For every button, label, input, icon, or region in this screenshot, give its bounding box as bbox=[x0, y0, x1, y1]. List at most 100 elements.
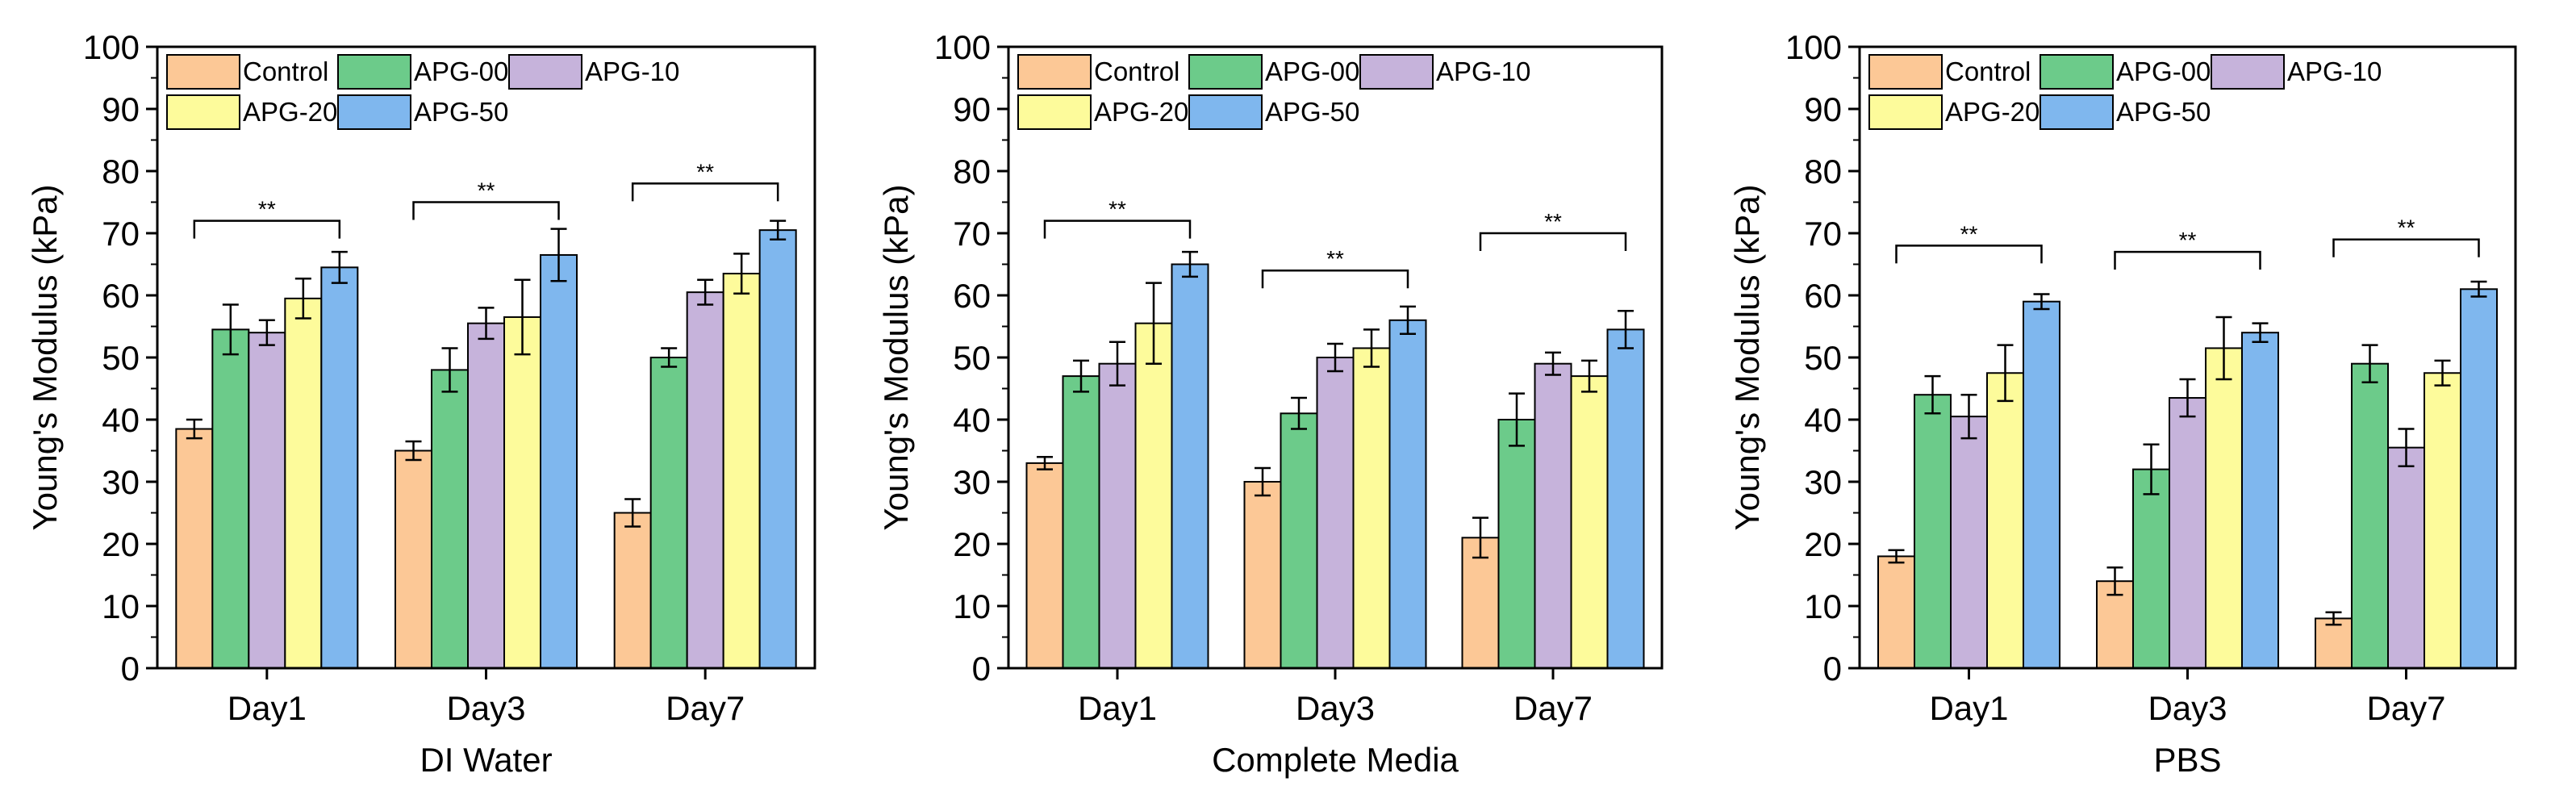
y-tick-label: 60 bbox=[102, 277, 140, 315]
bar-apg-10-day3 bbox=[1316, 357, 1355, 669]
bar-apg-50-day7 bbox=[1606, 328, 1645, 669]
legend-swatch-apg-00 bbox=[337, 54, 411, 90]
legend-label-apg-20: APG-20 bbox=[1945, 97, 2040, 127]
bar-apg-50-day7 bbox=[758, 229, 797, 669]
chart-panel-3: ** ** ** 0 10 20 30 40 50 60 70 80 90 100 Day1 Day3 Day7… bbox=[1728, 28, 2517, 779]
bar-apg-20-day7 bbox=[2424, 372, 2461, 669]
y-tick-label: 60 bbox=[953, 277, 991, 315]
bar-apg-20-day1 bbox=[284, 297, 323, 669]
y-tick-label: 90 bbox=[102, 90, 140, 128]
legend-swatch-apg-00 bbox=[2040, 54, 2114, 90]
significance-label: ** bbox=[2398, 215, 2415, 240]
significance-bracket bbox=[1261, 269, 1409, 289]
legend-swatch-apg-10 bbox=[2211, 54, 2285, 90]
legend-label-apg-20: APG-20 bbox=[1094, 97, 1188, 127]
y-tick-label: 20 bbox=[102, 525, 140, 563]
significance-bracket bbox=[1043, 219, 1192, 239]
legend-label-apg-00: APG-00 bbox=[414, 56, 508, 86]
legend-label-apg-00: APG-00 bbox=[1265, 56, 1359, 86]
significance-label: ** bbox=[1960, 221, 1978, 246]
y-axis-title: Young's Modulus (kPa) bbox=[1728, 184, 1766, 530]
bar-apg-00-day1 bbox=[1914, 394, 1952, 669]
significance-label: ** bbox=[696, 159, 714, 184]
y-tick-label: 80 bbox=[1804, 153, 1842, 190]
y-tick-label: 80 bbox=[953, 153, 991, 190]
legend-swatch-apg-50 bbox=[2040, 94, 2114, 130]
y-tick-label: 100 bbox=[934, 28, 991, 66]
bar-control-day7 bbox=[2315, 617, 2353, 670]
y-tick-label: 30 bbox=[102, 463, 140, 501]
y-tick-label: 0 bbox=[121, 650, 140, 688]
significance-label: ** bbox=[1108, 197, 1126, 222]
legend-swatch-control bbox=[166, 54, 240, 90]
bar-apg-10-day3 bbox=[2169, 397, 2207, 669]
significance-label: ** bbox=[2179, 228, 2197, 253]
bar-apg-10-day7 bbox=[1534, 362, 1572, 669]
significance-label: ** bbox=[1544, 209, 1562, 234]
bar-apg-10-day1 bbox=[1950, 416, 1988, 670]
y-tick-label: 50 bbox=[102, 339, 140, 377]
legend-label-apg-50: APG-50 bbox=[1265, 97, 1359, 127]
y-tick-label: 30 bbox=[1804, 463, 1842, 501]
bar-control-day7 bbox=[613, 512, 652, 669]
y-tick-label: 70 bbox=[953, 215, 991, 253]
legend-swatch-apg-20 bbox=[1017, 94, 1092, 130]
y-tick-label: 40 bbox=[953, 401, 991, 439]
x-tick-label: Day3 bbox=[1296, 689, 1375, 727]
y-tick-label: 10 bbox=[102, 587, 140, 625]
bar-control-day1 bbox=[175, 428, 214, 669]
significance-bracket bbox=[2114, 250, 2261, 270]
significance-bracket bbox=[1479, 232, 1627, 251]
significance-bracket bbox=[631, 182, 779, 202]
bar-apg-20-day1 bbox=[1134, 322, 1173, 669]
significance-label: ** bbox=[1326, 246, 1344, 271]
bar-apg-50-day7 bbox=[2460, 288, 2498, 669]
bar-control-day3 bbox=[395, 449, 432, 669]
significance-bracket bbox=[412, 201, 560, 220]
legend-label-control: Control bbox=[1094, 56, 1179, 86]
x-tick-label: Day7 bbox=[666, 689, 745, 727]
legend-label-apg-50: APG-50 bbox=[414, 97, 508, 127]
y-tick-label: 100 bbox=[1785, 28, 1842, 66]
legend-label-control: Control bbox=[243, 56, 328, 86]
bar-control-day7 bbox=[1461, 537, 1500, 669]
bar-control-day1 bbox=[1025, 462, 1064, 670]
bar-apg-00-day7 bbox=[2351, 362, 2389, 669]
y-tick-label: 50 bbox=[1804, 339, 1842, 377]
bar-apg-00-day7 bbox=[1497, 419, 1536, 669]
bar-apg-10-day1 bbox=[1098, 362, 1137, 669]
significance-bracket bbox=[193, 219, 341, 239]
bar-apg-00-day1 bbox=[211, 328, 250, 669]
bar-apg-10-day7 bbox=[686, 291, 724, 669]
y-tick-label: 80 bbox=[102, 153, 140, 190]
bar-apg-50-day1 bbox=[1171, 263, 1209, 669]
legend-swatch-control bbox=[1868, 54, 1943, 90]
y-tick-label: 10 bbox=[953, 587, 991, 625]
bar-apg-10-day3 bbox=[467, 322, 505, 669]
y-tick-label: 40 bbox=[1804, 401, 1842, 439]
legend-label-apg-20: APG-20 bbox=[243, 97, 337, 127]
bar-apg-50-day3 bbox=[2241, 332, 2279, 669]
x-tick-label: Day1 bbox=[228, 689, 307, 727]
bar-apg-10-day7 bbox=[2387, 446, 2425, 670]
y-tick-label: 20 bbox=[1804, 525, 1842, 563]
significance-label: ** bbox=[478, 178, 495, 203]
x-tick-label: Day7 bbox=[1513, 689, 1593, 727]
legend-swatch-apg-10 bbox=[1359, 54, 1434, 90]
significance-bracket bbox=[2332, 238, 2480, 257]
legend-label-apg-50: APG-50 bbox=[2116, 97, 2211, 127]
y-tick-label: 70 bbox=[1804, 215, 1842, 253]
bar-control-day1 bbox=[1877, 555, 1915, 670]
legend-swatch-apg-10 bbox=[508, 54, 582, 90]
y-tick-label: 60 bbox=[1804, 277, 1842, 315]
significance-label: ** bbox=[258, 197, 276, 222]
legend-label-apg-10: APG-10 bbox=[585, 56, 679, 86]
bar-apg-20-day7 bbox=[722, 273, 761, 669]
legend-swatch-apg-50 bbox=[337, 94, 411, 130]
y-tick-label: 40 bbox=[102, 401, 140, 439]
significance-bracket bbox=[1895, 245, 2043, 264]
bar-apg-20-day3 bbox=[1352, 347, 1391, 669]
bar-control-day3 bbox=[1243, 481, 1282, 669]
